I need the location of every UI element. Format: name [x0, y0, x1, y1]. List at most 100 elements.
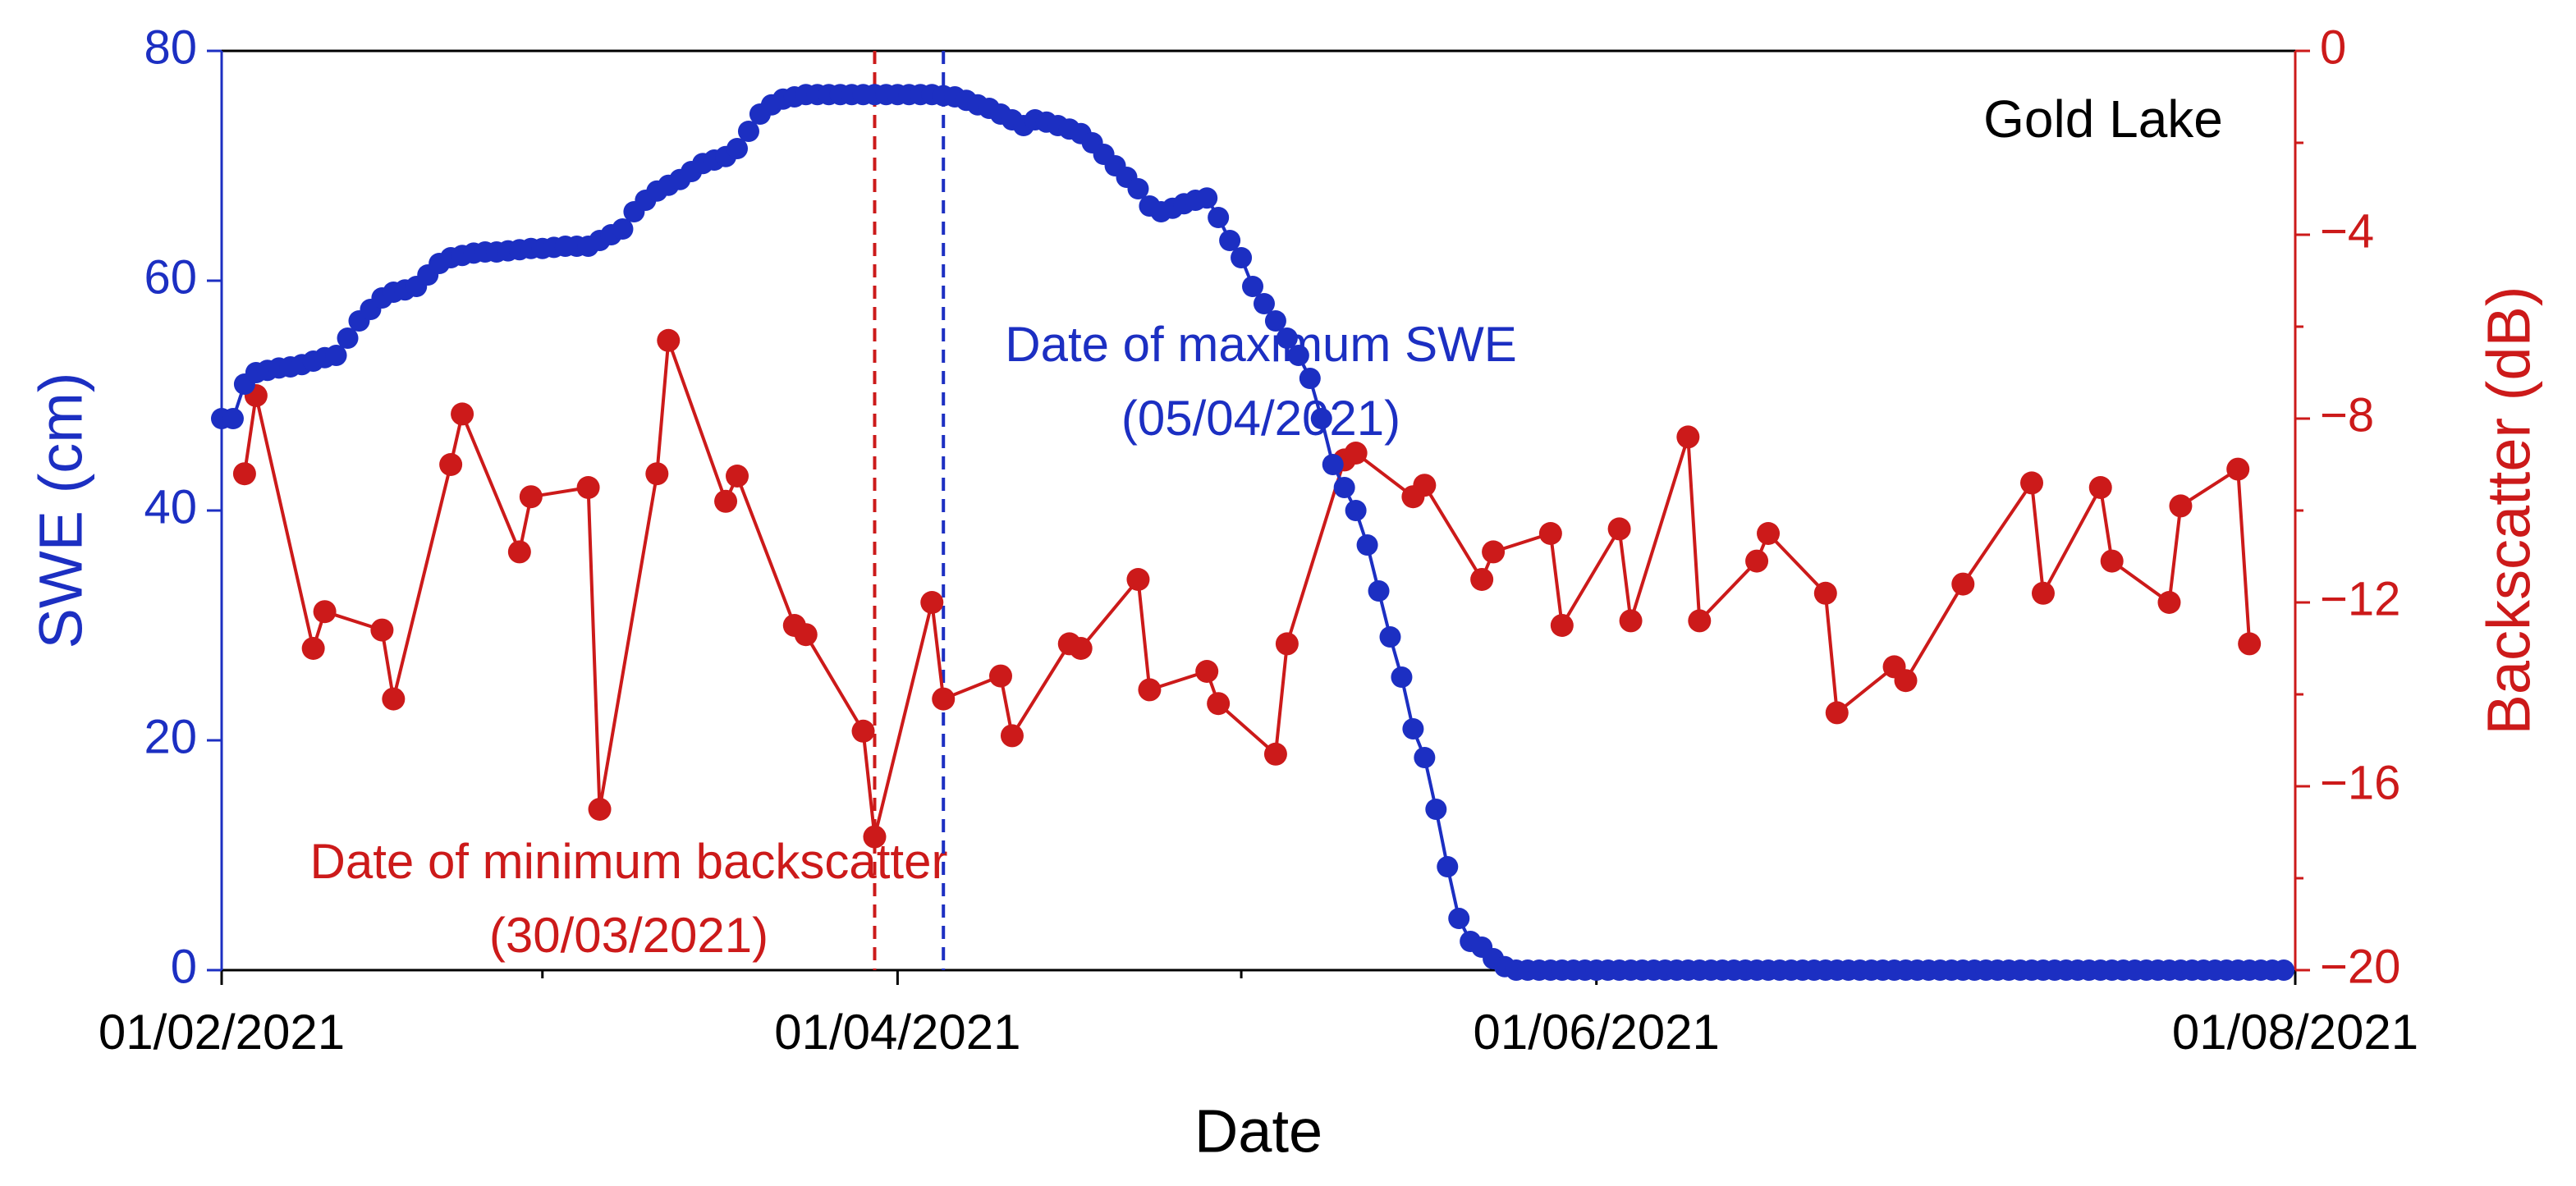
data-point	[1322, 454, 1344, 475]
data-point	[1127, 178, 1149, 199]
data-point	[1379, 626, 1401, 648]
data-point	[576, 476, 600, 499]
y2-tick-label: −20	[2320, 940, 2400, 993]
data-point	[2157, 591, 2181, 614]
data-point	[863, 825, 887, 849]
data-point	[439, 453, 463, 476]
data-point	[451, 402, 474, 426]
data-point	[1368, 580, 1390, 602]
x-tick-label: 01/08/2021	[2172, 1005, 2418, 1060]
data-point	[1538, 522, 1562, 545]
y2-tick-label: −16	[2320, 756, 2400, 809]
y2-tick-label: −8	[2320, 388, 2374, 442]
data-point	[382, 687, 406, 711]
data-point	[1813, 581, 1837, 605]
data-point	[232, 462, 256, 486]
data-point	[1413, 474, 1437, 497]
data-point	[1242, 276, 1264, 297]
data-point	[1126, 568, 1150, 591]
data-point	[1951, 572, 1975, 596]
data-point	[1276, 327, 1298, 349]
data-point	[1470, 568, 1494, 591]
x-tick-label: 01/04/2021	[774, 1005, 1020, 1060]
x-tick-label: 01/06/2021	[1474, 1005, 1720, 1060]
data-point	[1287, 345, 1309, 366]
data-point	[1299, 368, 1321, 389]
data-point	[2088, 476, 2112, 499]
data-point	[1000, 724, 1024, 748]
data-point	[1253, 293, 1275, 314]
data-point	[1414, 747, 1436, 768]
data-point	[1550, 614, 1574, 637]
data-point	[2169, 494, 2193, 518]
data-point	[313, 600, 337, 624]
data-point	[1345, 500, 1367, 521]
y-axis-title: SWE (cm)	[27, 372, 95, 648]
data-point	[370, 618, 394, 642]
data-point	[1207, 692, 1231, 716]
data-point	[1231, 247, 1253, 268]
data-point	[737, 121, 759, 142]
reference-label: Date of maximum SWE	[1005, 317, 1516, 372]
data-point	[337, 327, 359, 349]
data-point	[325, 345, 347, 366]
y-tick-label: 80	[144, 21, 197, 74]
data-point	[657, 328, 681, 352]
reference-sublabel: (05/04/2021)	[1121, 391, 1400, 446]
data-point	[714, 489, 738, 513]
data-point	[1391, 666, 1413, 688]
y-tick-label: 0	[171, 940, 197, 993]
data-point	[1275, 632, 1299, 656]
data-point	[1195, 660, 1219, 683]
y2-axis-title: Backscatter (dB)	[2475, 286, 2543, 735]
data-point	[1310, 408, 1332, 429]
data-point	[612, 218, 634, 240]
data-point	[1263, 742, 1287, 766]
y2-tick-label: −4	[2320, 204, 2374, 258]
data-point	[794, 623, 818, 647]
data-point	[1333, 477, 1355, 498]
data-point	[2238, 632, 2262, 656]
y-tick-label: 20	[144, 710, 197, 763]
y2-tick-label: 0	[2320, 21, 2346, 74]
data-point	[519, 485, 543, 509]
data-point	[1676, 425, 1700, 449]
data-point	[726, 465, 749, 488]
data-point	[1264, 310, 1286, 332]
data-point	[1619, 609, 1643, 633]
reference-label: Date of minimum backscatter	[310, 834, 948, 889]
data-point	[2031, 581, 2055, 605]
data-point	[588, 798, 612, 821]
data-point	[222, 408, 244, 429]
data-point	[1688, 609, 1712, 633]
data-point	[1069, 637, 1093, 660]
data-point	[1745, 549, 1769, 573]
data-point	[1437, 856, 1459, 877]
y-tick-label: 40	[144, 480, 197, 533]
data-point	[1208, 207, 1230, 228]
data-point	[727, 138, 749, 159]
data-point	[988, 664, 1012, 688]
data-point	[1894, 669, 1918, 693]
x-tick-label: 01/02/2021	[99, 1005, 345, 1060]
data-point	[2273, 959, 2295, 981]
data-point	[1219, 230, 1241, 251]
data-point	[1344, 442, 1368, 465]
data-point	[2020, 471, 2044, 495]
data-point	[920, 591, 944, 614]
data-point	[1482, 540, 1506, 564]
data-point	[851, 719, 875, 743]
x-axis-title: Date	[1194, 1097, 1322, 1165]
chart-title: Gold Lake	[1983, 89, 2223, 149]
data-point	[1425, 799, 1447, 820]
data-point	[1607, 517, 1631, 541]
data-point	[932, 687, 956, 711]
data-point	[1757, 522, 1781, 545]
data-point	[507, 540, 531, 564]
data-point	[2100, 549, 2124, 573]
data-point	[301, 637, 325, 660]
data-point	[1138, 678, 1162, 702]
data-point	[1402, 718, 1424, 740]
data-point	[2226, 457, 2250, 481]
